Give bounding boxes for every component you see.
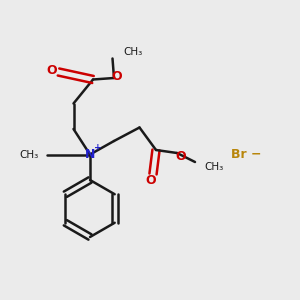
Text: O: O (175, 149, 186, 163)
Text: CH₃: CH₃ (204, 161, 223, 172)
Text: Br −: Br − (231, 148, 261, 161)
Text: O: O (145, 173, 156, 187)
Text: CH₃: CH₃ (123, 47, 142, 58)
Text: O: O (46, 64, 57, 77)
Text: CH₃: CH₃ (20, 149, 39, 160)
Text: O: O (112, 70, 122, 83)
Text: +: + (94, 142, 101, 152)
Text: N: N (85, 148, 95, 161)
